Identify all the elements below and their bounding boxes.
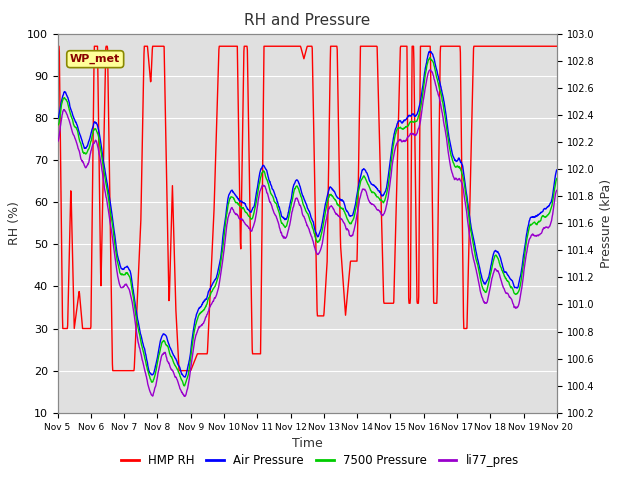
Legend: HMP RH, Air Pressure, 7500 Pressure, li77_pres: HMP RH, Air Pressure, 7500 Pressure, li7… bbox=[116, 449, 524, 472]
X-axis label: Time: Time bbox=[292, 437, 323, 450]
Y-axis label: Pressure (kPa): Pressure (kPa) bbox=[600, 179, 613, 268]
Text: WP_met: WP_met bbox=[70, 54, 120, 64]
Title: RH and Pressure: RH and Pressure bbox=[244, 13, 371, 28]
Y-axis label: RH (%): RH (%) bbox=[8, 201, 21, 245]
